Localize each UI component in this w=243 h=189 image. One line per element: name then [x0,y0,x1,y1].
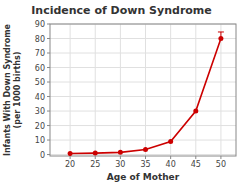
grid-line [50,53,236,54]
grid-line [95,24,96,156]
tick-label: 10 [35,136,45,145]
tick [47,24,50,25]
point [168,139,173,144]
grid-line [145,24,146,156]
grid-line [50,125,236,126]
grid-line [120,24,121,156]
tick-label: 80 [35,35,45,44]
tick [47,154,50,155]
tick [47,96,50,97]
tick [47,38,50,39]
tick-label: 40 [35,93,45,102]
grid-line [195,24,196,156]
line [70,39,221,154]
tick-label: 90 [35,20,45,29]
tick [170,156,171,159]
plot-frame [50,24,236,156]
tick [47,82,50,83]
point [93,151,98,156]
x-axis-label: Age of Mother [107,172,180,182]
tick [195,156,196,159]
point [68,151,73,156]
tick-label: 50 [216,160,226,169]
tick [70,156,71,159]
tick-label: 30 [115,160,125,169]
grid-line [50,38,236,39]
point [193,109,198,114]
point [218,36,223,41]
tick [95,156,96,159]
grid-line [220,24,221,156]
tick [47,125,50,126]
tick [47,53,50,54]
title: Incidence of Down Syndrome [31,4,212,17]
chart: Incidence of Down Syndrome 0 10 20 30 40 50 60 7… [0,0,243,189]
plot-area [68,32,224,156]
grid-line [170,24,171,156]
point [143,147,148,152]
grid-line [50,140,236,141]
tick-label: 20 [65,160,75,169]
tick [47,140,50,141]
grid-line [50,111,236,112]
tick-label: 50 [35,78,45,87]
tick-label: 60 [35,64,45,73]
tick [145,156,146,159]
tick [47,67,50,68]
tick-label: 40 [166,160,176,169]
tick-label: 0 [40,151,45,160]
tick [220,156,221,159]
grid-line [50,154,236,155]
tick [47,111,50,112]
tick-label: 25 [90,160,100,169]
error-bar-cap [218,31,224,32]
y-axis-label: Infants With Down Syndrome(per 1000 birt… [3,23,22,156]
tick-label: 30 [35,107,45,116]
tick-label: 35 [140,160,150,169]
grid-line [50,96,236,97]
tick-label: 20 [35,122,45,131]
grid-line [70,24,71,156]
tick-label: 45 [191,160,201,169]
grid-line [50,82,236,83]
grid-line [50,67,236,68]
tick [120,156,121,159]
point [118,150,123,155]
tick-label: 70 [35,49,45,58]
